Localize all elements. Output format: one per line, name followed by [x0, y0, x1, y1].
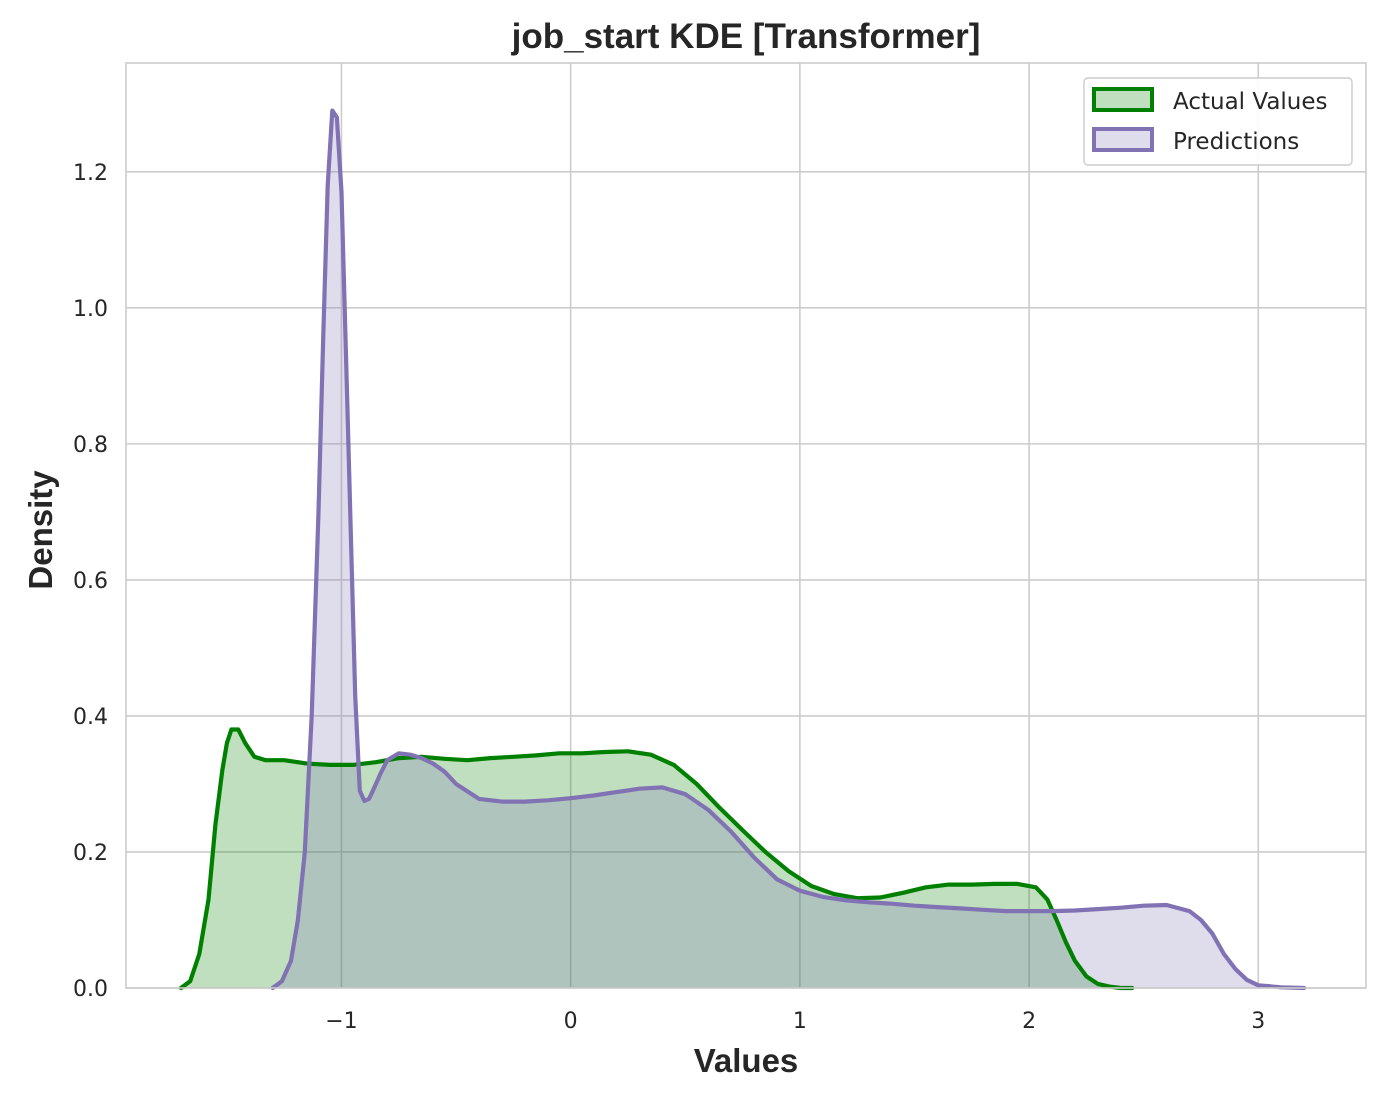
- series-fills: [181, 110, 1305, 989]
- y-tick-label: 0.8: [73, 433, 108, 458]
- x-axis-title: Values: [694, 1042, 799, 1079]
- x-tick-label: −1: [325, 1009, 357, 1034]
- y-tick-label: 0.6: [73, 569, 108, 594]
- x-tick-label: 1: [793, 1009, 807, 1034]
- legend-swatch-actual-values: [1092, 87, 1154, 112]
- x-tick-label: 2: [1022, 1009, 1036, 1034]
- legend: Actual Values Predictions: [1083, 77, 1353, 166]
- y-tick-label: 1.2: [73, 161, 108, 186]
- y-tick-label: 0.0: [73, 977, 108, 1002]
- x-tick-label: 3: [1251, 1009, 1265, 1034]
- legend-swatch-predictions: [1092, 127, 1154, 152]
- grid-lines: [126, 63, 1366, 989]
- y-axis-title: Density: [22, 470, 59, 590]
- y-tick-label: 0.4: [73, 705, 108, 730]
- area-fill-predictions: [272, 110, 1305, 989]
- y-tick-label: 0.2: [73, 841, 108, 866]
- x-tick-label: 0: [564, 1009, 578, 1034]
- plot-frame: [125, 62, 1367, 989]
- kde-line-actual-values: [178, 727, 1135, 991]
- y-tick-label: 1.0: [73, 297, 108, 322]
- y-axis-ticks: 0.0 0.2 0.4 0.6 0.8 1.0 1.2: [73, 161, 108, 1002]
- area-fill-actual-values: [181, 729, 1133, 988]
- series-lines: [178, 108, 1307, 991]
- x-axis-ticks: −1 0 1 2 3: [325, 1009, 1265, 1034]
- chart-title: job_start KDE [Transformer]: [511, 17, 981, 56]
- legend-label-predictions: Predictions: [1173, 129, 1299, 155]
- legend-label-actual-values: Actual Values: [1173, 89, 1328, 115]
- kde-line-predictions: [270, 108, 1307, 991]
